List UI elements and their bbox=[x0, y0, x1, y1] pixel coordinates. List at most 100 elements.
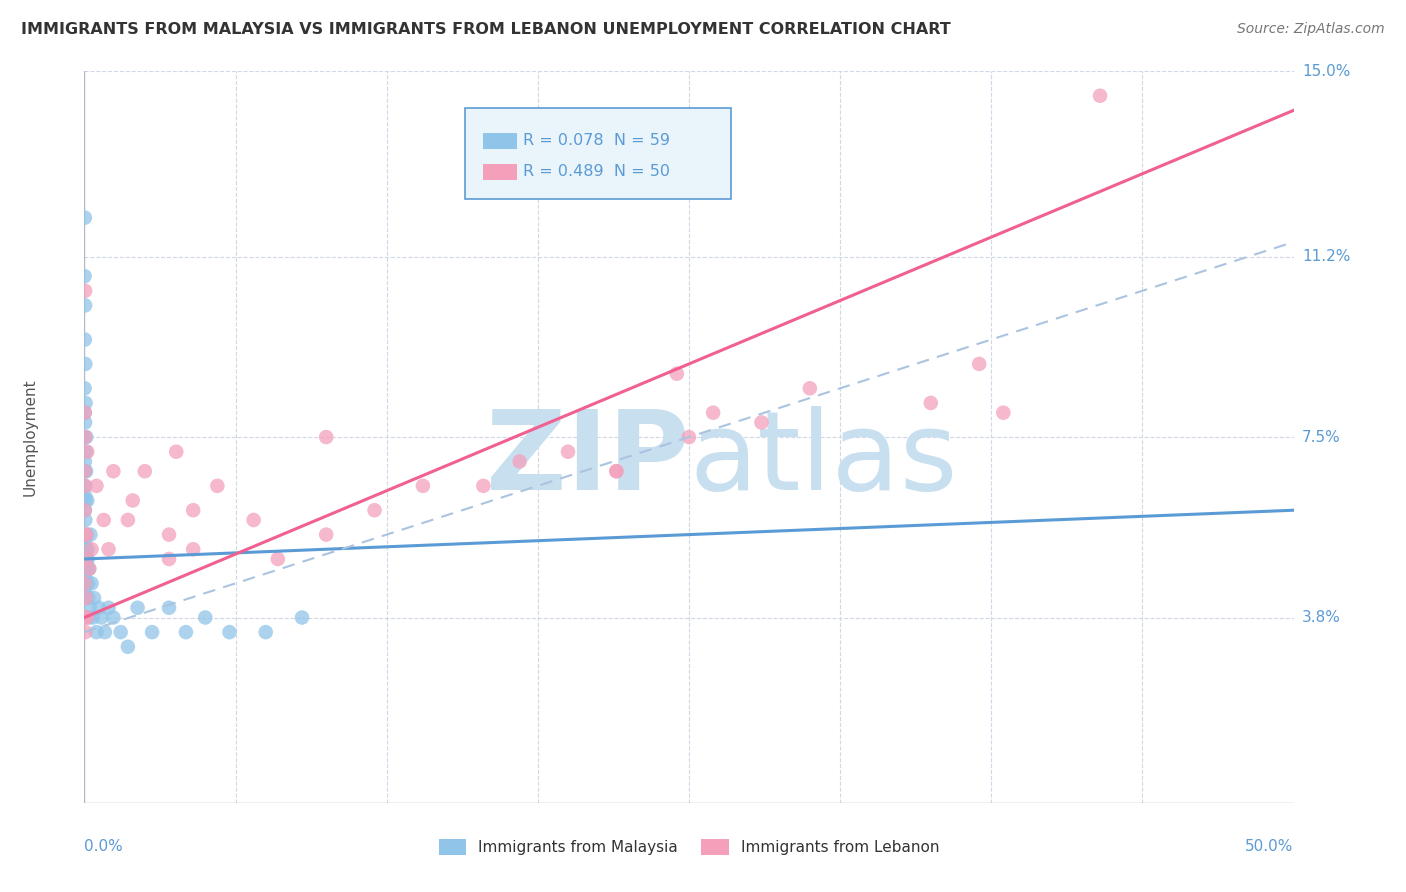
Point bbox=[86, 479, 108, 493]
Point bbox=[605, 464, 627, 478]
Point bbox=[75, 357, 97, 371]
Point bbox=[75, 396, 97, 410]
Text: 3.8%: 3.8% bbox=[1302, 610, 1341, 625]
Point bbox=[76, 562, 98, 576]
Point bbox=[75, 537, 97, 551]
Point bbox=[75, 298, 97, 312]
Point bbox=[73, 576, 96, 591]
Text: atlas: atlas bbox=[689, 406, 957, 513]
Point bbox=[920, 396, 942, 410]
Point bbox=[993, 406, 1015, 420]
Point bbox=[174, 625, 197, 640]
Point bbox=[75, 464, 97, 478]
Legend: Immigrants from Malaysia, Immigrants from Lebanon: Immigrants from Malaysia, Immigrants fro… bbox=[433, 833, 945, 861]
Point bbox=[80, 542, 103, 557]
Point bbox=[194, 610, 217, 624]
Text: Source: ZipAtlas.com: Source: ZipAtlas.com bbox=[1237, 22, 1385, 37]
Point bbox=[90, 610, 112, 624]
Point bbox=[103, 610, 125, 624]
Point bbox=[242, 513, 264, 527]
Point bbox=[702, 406, 724, 420]
Point bbox=[218, 625, 240, 640]
Point bbox=[82, 610, 104, 624]
Point bbox=[75, 464, 97, 478]
Point bbox=[75, 430, 97, 444]
Point bbox=[79, 527, 101, 541]
Point bbox=[665, 367, 688, 381]
Point bbox=[73, 211, 96, 225]
Point bbox=[97, 542, 120, 557]
Point bbox=[75, 591, 97, 605]
Point bbox=[254, 625, 277, 640]
Point bbox=[73, 562, 96, 576]
Point bbox=[87, 600, 110, 615]
Point bbox=[76, 610, 98, 624]
Text: Unemployment: Unemployment bbox=[22, 378, 38, 496]
Point bbox=[75, 513, 97, 527]
Point bbox=[83, 591, 105, 605]
Point bbox=[165, 444, 187, 458]
Point bbox=[73, 503, 96, 517]
Point bbox=[73, 430, 96, 444]
Point bbox=[73, 527, 96, 541]
Point bbox=[605, 464, 627, 478]
Point bbox=[678, 430, 700, 444]
Point bbox=[77, 562, 100, 576]
Point bbox=[363, 503, 385, 517]
Point bbox=[141, 625, 163, 640]
Point bbox=[157, 552, 180, 566]
Point bbox=[181, 503, 204, 517]
Point bbox=[267, 552, 290, 566]
Point bbox=[75, 479, 97, 493]
Point bbox=[75, 527, 97, 541]
Point bbox=[76, 493, 98, 508]
Point bbox=[73, 479, 96, 493]
Point bbox=[134, 464, 156, 478]
Point bbox=[77, 610, 100, 624]
Point bbox=[73, 406, 96, 420]
Point bbox=[73, 406, 96, 420]
Point bbox=[77, 591, 100, 605]
Text: R = 0.078  N = 59: R = 0.078 N = 59 bbox=[523, 133, 671, 148]
Point bbox=[73, 586, 96, 600]
Point bbox=[207, 479, 229, 493]
Point bbox=[80, 576, 103, 591]
Point bbox=[93, 513, 115, 527]
Point bbox=[73, 381, 96, 395]
Point bbox=[73, 542, 96, 557]
Bar bbox=[484, 163, 517, 179]
Point bbox=[76, 552, 98, 566]
Point bbox=[77, 562, 100, 576]
Point bbox=[103, 464, 125, 478]
FancyBboxPatch shape bbox=[465, 108, 731, 200]
Point bbox=[121, 493, 143, 508]
Text: IMMIGRANTS FROM MALAYSIA VS IMMIGRANTS FROM LEBANON UNEMPLOYMENT CORRELATION CHA: IMMIGRANTS FROM MALAYSIA VS IMMIGRANTS F… bbox=[21, 22, 950, 37]
Point bbox=[75, 625, 97, 640]
Point bbox=[1088, 88, 1111, 103]
Text: 7.5%: 7.5% bbox=[1302, 430, 1340, 444]
Point bbox=[291, 610, 314, 624]
Point bbox=[76, 552, 98, 566]
Point bbox=[77, 576, 100, 591]
Text: ZIP: ZIP bbox=[485, 406, 689, 513]
Point bbox=[75, 576, 97, 591]
Point bbox=[967, 357, 990, 371]
Point bbox=[73, 503, 96, 517]
Text: 0.0%: 0.0% bbox=[84, 839, 124, 855]
Point bbox=[73, 333, 96, 347]
Text: 50.0%: 50.0% bbox=[1246, 839, 1294, 855]
Point bbox=[75, 489, 97, 503]
Point bbox=[157, 527, 180, 541]
Point bbox=[799, 381, 821, 395]
Point bbox=[73, 610, 96, 624]
Point bbox=[472, 479, 495, 493]
Text: 15.0%: 15.0% bbox=[1302, 64, 1350, 78]
Point bbox=[557, 444, 579, 458]
Point bbox=[73, 464, 96, 478]
Point bbox=[76, 444, 98, 458]
Point bbox=[75, 552, 97, 566]
Point bbox=[86, 625, 108, 640]
Point bbox=[75, 430, 97, 444]
Point bbox=[94, 625, 117, 640]
Point bbox=[127, 600, 149, 615]
